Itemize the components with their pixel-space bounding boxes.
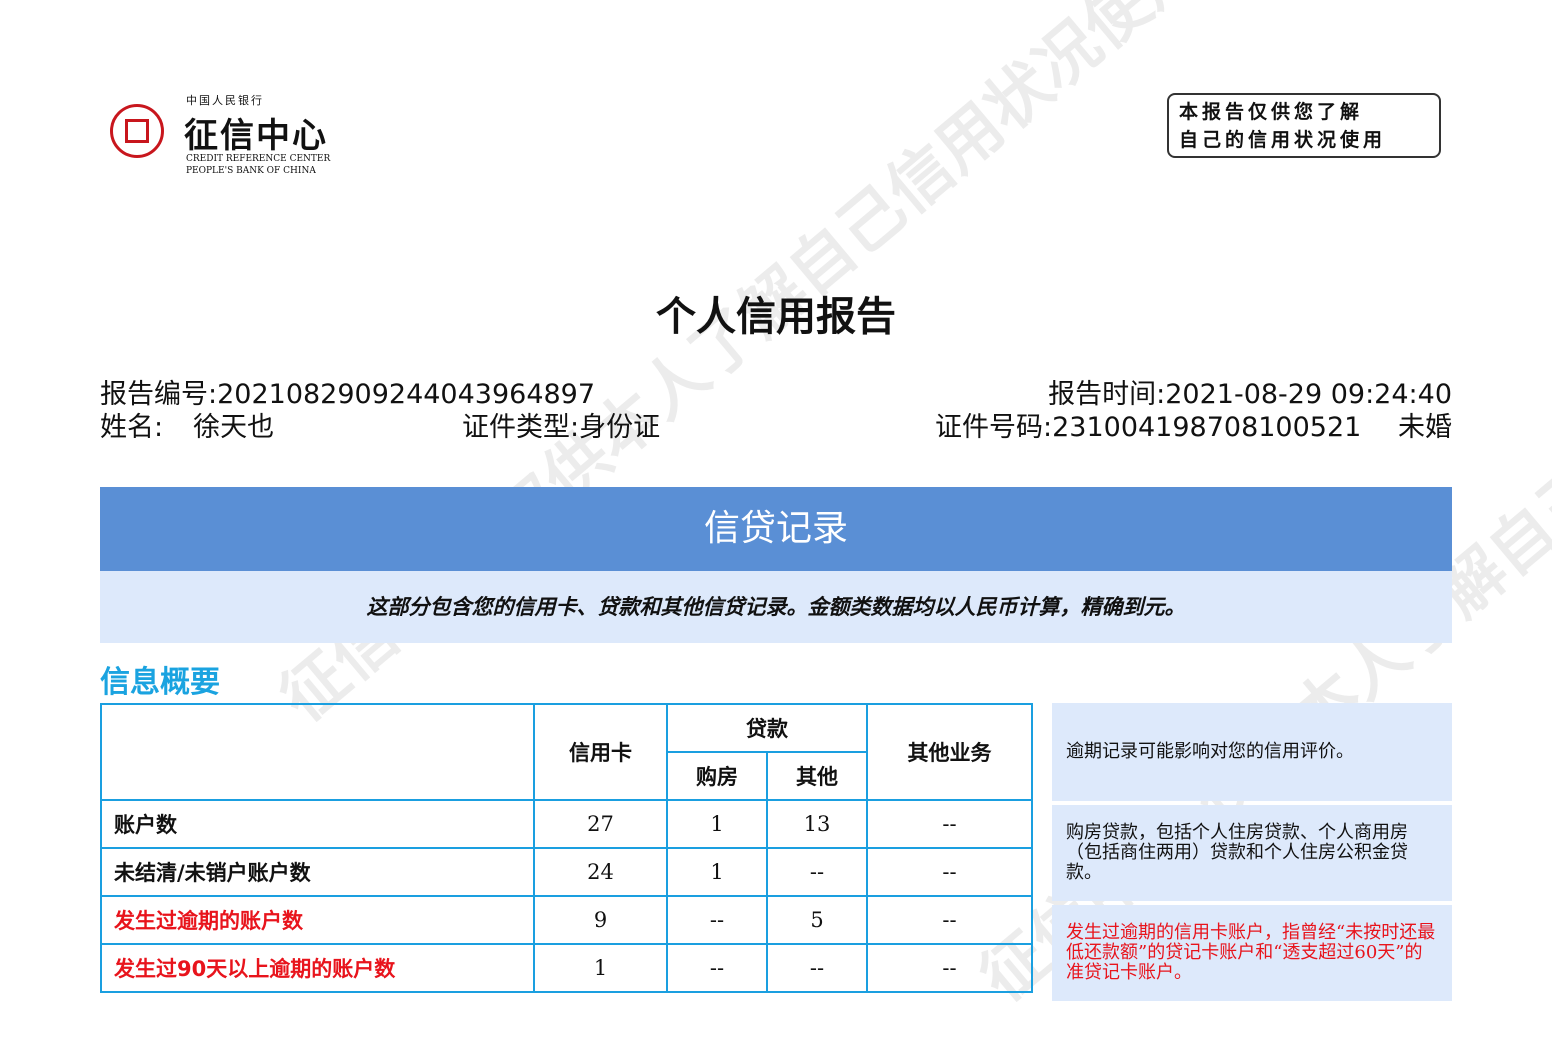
credit-center-seal-icon [110, 104, 164, 158]
header-other-loan: 其他 [766, 751, 868, 801]
report-time: 报告时间:2021-08-29 09:24:40 [1048, 372, 1452, 411]
cell: 27 [533, 799, 668, 849]
cell: -- [866, 895, 1033, 945]
report-number-label: 报告编号: [100, 379, 218, 410]
marital-status: 未婚 [1398, 412, 1452, 443]
cell: 1 [666, 799, 768, 849]
row-label: 发生过90天以上逾期的账户数 [100, 943, 535, 993]
note-overdue-impact: 逾期记录可能影响对您的信用评价。 [1052, 703, 1452, 801]
report-number: 报告编号:2021082909244043964897 [100, 372, 595, 411]
logo-top-text: 中国人民银行 [186, 94, 264, 107]
cell: 1 [666, 847, 768, 897]
id-type-label: 证件类型: [462, 412, 580, 443]
id-number-field: 证件号码:231004198708100521 [935, 405, 1361, 444]
cell: -- [666, 943, 768, 993]
note-housing-loan: 购房贷款，包括个人住房贷款、个人商用房（包括商住两用）贷款和个人住房公积金贷款。 [1052, 805, 1452, 901]
table-row: 账户数 27 1 13 -- [100, 799, 1033, 849]
stamp-line2: 自己的信用状况使用 [1179, 129, 1387, 151]
note-text: 逾期记录可能影响对您的信用评价。 [1066, 741, 1354, 762]
id-number-value: 231004198708100521 [1052, 412, 1362, 443]
summary-table: 信用卡 贷款 其他业务 购房 其他 账户数 27 1 13 -- 未结清/未销户账户数 2… [100, 703, 1033, 993]
cell: -- [666, 895, 768, 945]
name-field: 姓名: 徐天也 [100, 405, 274, 444]
note-text: 购房贷款，包括个人住房贷款、个人商用房（包括商住两用）贷款和个人住房公积金贷款。 [1066, 822, 1408, 883]
row-label: 未结清/未销户账户数 [100, 847, 535, 897]
row-label: 发生过逾期的账户数 [100, 895, 535, 945]
section-description: 这部分包含您的信用卡、贷款和其他信贷记录。金额类数据均以人民币计算，精确到元。 [100, 571, 1452, 643]
header-housing: 购房 [666, 751, 768, 801]
section-banner: 信贷记录 [100, 487, 1452, 571]
cell: -- [866, 847, 1033, 897]
cell: -- [766, 943, 868, 993]
id-number-label: 证件号码: [935, 412, 1053, 443]
report-number-value: 2021082909244043964897 [217, 379, 596, 410]
cell: 9 [533, 895, 668, 945]
corner-cell [100, 703, 535, 801]
cell: -- [866, 799, 1033, 849]
stamp-line1: 本报告仅供您了解 [1179, 101, 1364, 123]
logo-en-line1: CREDIT REFERENCE CENTER [186, 154, 331, 164]
header-other-business: 其他业务 [866, 703, 1033, 801]
cell: 5 [766, 895, 868, 945]
logo-main-text: 征信中心 [184, 116, 328, 156]
page-title: 个人信用报告 [656, 294, 896, 340]
note-overdue-definition: 发生过逾期的信用卡账户，指曾经“未按时还最低还款额”的贷记卡账户和“透支超过60… [1052, 905, 1452, 1001]
table-row: 发生过逾期的账户数 9 -- 5 -- [100, 895, 1033, 945]
header-loan: 贷款 [666, 703, 868, 753]
table-row: 发生过90天以上逾期的账户数 1 -- -- -- [100, 943, 1033, 993]
name-label: 姓名: [100, 412, 164, 443]
logo-en-line2: PEOPLE'S BANK OF CHINA [186, 166, 316, 176]
report-time-value: 2021-08-29 09:24:40 [1165, 379, 1452, 410]
summary-heading: 信息概要 [100, 665, 220, 700]
cell: -- [866, 943, 1033, 993]
header-credit-card: 信用卡 [533, 703, 668, 801]
cell: 24 [533, 847, 668, 897]
id-type-field: 证件类型:身份证 [462, 405, 660, 444]
usage-stamp: 本报告仅供您了解自己的信用状况使用 [1167, 93, 1441, 158]
name-value: 徐天也 [193, 412, 275, 443]
note-text: 发生过逾期的信用卡账户，指曾经“未按时还最低还款额”的贷记卡账户和“透支超过60… [1066, 922, 1436, 983]
report-time-label: 报告时间: [1048, 379, 1166, 410]
table-row: 未结清/未销户账户数 24 1 -- -- [100, 847, 1033, 897]
logo-english: CREDIT REFERENCE CENTER PEOPLE'S BANK OF … [186, 153, 330, 177]
cell: 1 [533, 943, 668, 993]
row-label: 账户数 [100, 799, 535, 849]
id-type-value: 身份证 [579, 412, 661, 443]
cell: 13 [766, 799, 868, 849]
cell: -- [766, 847, 868, 897]
